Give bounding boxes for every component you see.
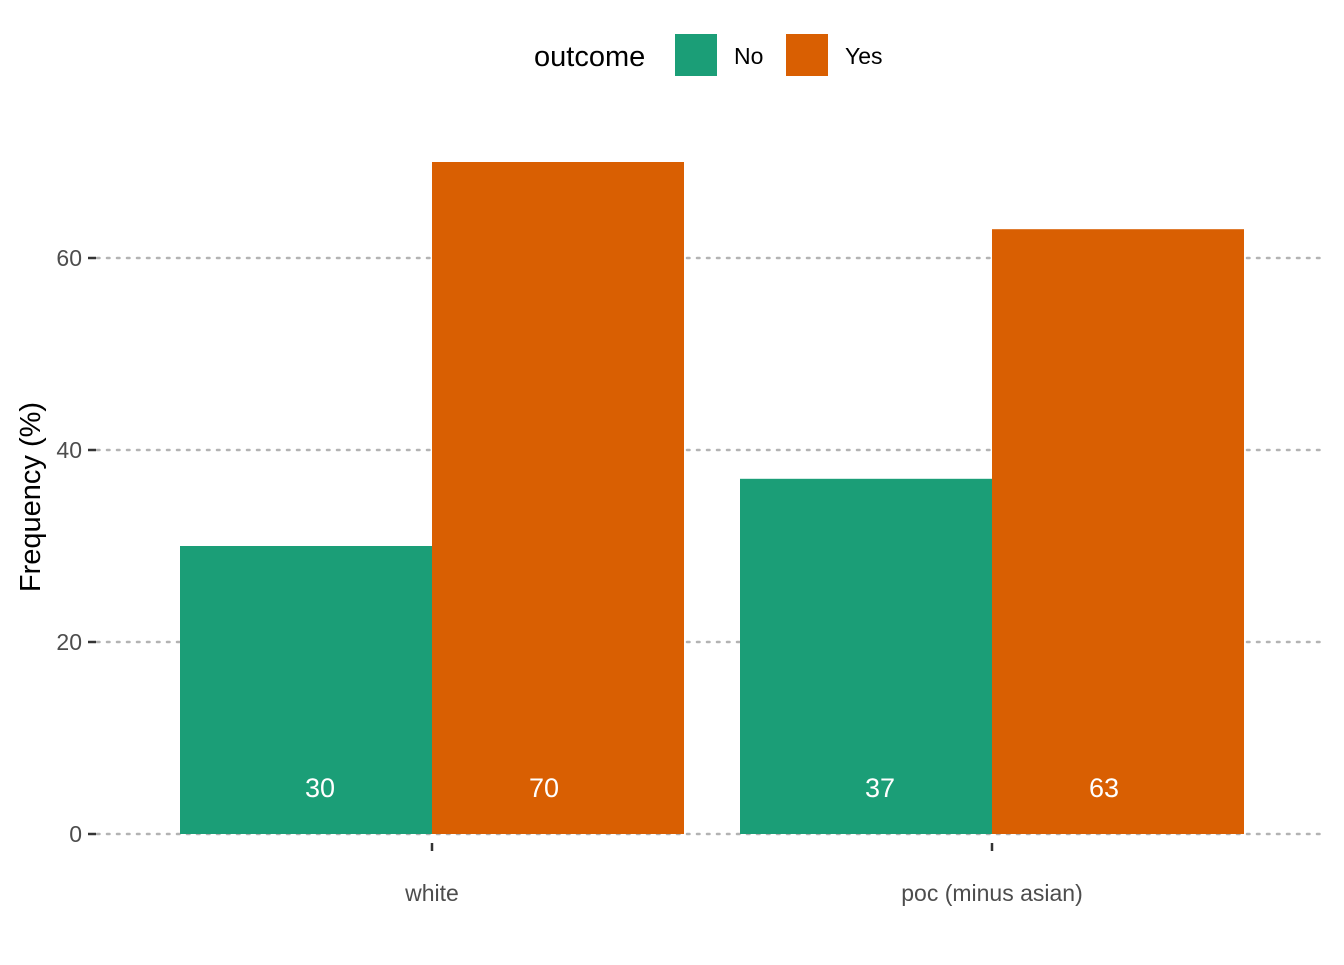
y-axis-title: Frequency (%) [15, 402, 47, 592]
y-tick-label: 60 [56, 245, 82, 271]
y-tick-label: 20 [56, 629, 82, 655]
y-axis: 0 20 40 60 [56, 245, 96, 847]
x-tick-label: poc (minus asian) [901, 880, 1083, 906]
bar-no-1 [180, 546, 432, 834]
bars: 30 70 37 63 [180, 162, 1244, 834]
legend-swatch-no [675, 34, 717, 76]
bar-yes-2 [992, 229, 1244, 834]
data-label: 30 [305, 773, 335, 803]
data-label: 63 [1089, 773, 1119, 803]
x-tick-label: white [404, 880, 459, 906]
bar-no-2 [740, 478, 992, 834]
legend-swatch-yes [786, 34, 828, 76]
legend-label-yes: Yes [845, 43, 883, 69]
bar-yes-1 [432, 162, 684, 834]
legend-label-no: No [734, 43, 763, 69]
x-axis: white poc (minus asian) [404, 843, 1083, 906]
y-tick-label: 0 [69, 821, 82, 847]
y-tick-label: 40 [56, 437, 82, 463]
legend-title: outcome [534, 41, 645, 73]
data-label: 70 [529, 773, 559, 803]
data-label: 37 [865, 773, 895, 803]
legend: outcome No Yes [534, 34, 883, 76]
